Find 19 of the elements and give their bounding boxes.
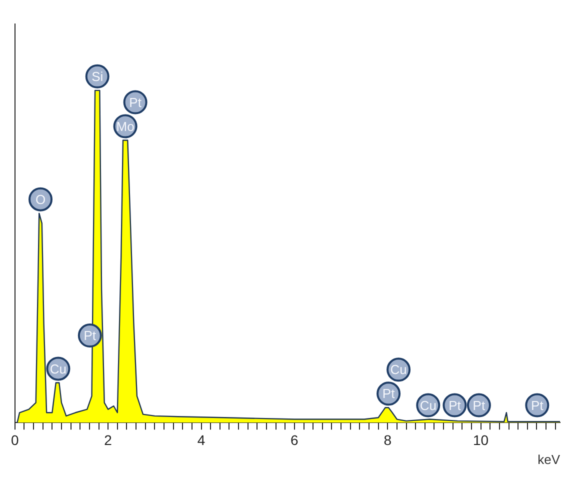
x-axis-title: keV: [538, 452, 560, 467]
annotation: Pt: [382, 386, 396, 402]
annotation: O: [35, 192, 46, 207]
annotation: Pt: [472, 398, 486, 413]
annotation: Pt: [129, 94, 142, 110]
x-tick-label: 10: [473, 432, 489, 448]
annotation: Pt: [448, 398, 462, 413]
annotation: Si: [92, 69, 104, 84]
annotation: Cu: [50, 361, 67, 376]
annotation: Cu: [420, 398, 436, 413]
x-tick-label: 0: [10, 432, 19, 448]
x-tick-label: 2: [104, 432, 112, 448]
x-tick-label: 4: [197, 432, 206, 448]
x-tick-label: 6: [290, 432, 299, 448]
annotation: Mo: [116, 118, 134, 134]
annotation: Pt: [531, 398, 544, 413]
annotation: Cu: [390, 362, 407, 378]
x-tick-label: 8: [384, 432, 392, 448]
annotation: Pt: [84, 328, 96, 344]
